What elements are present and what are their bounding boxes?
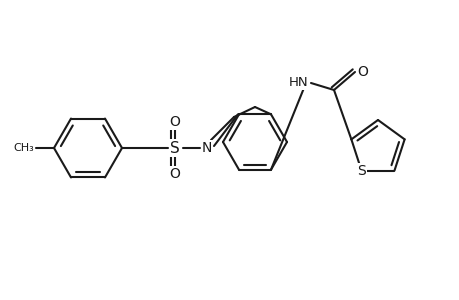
Text: O: O <box>169 115 180 129</box>
Text: HN: HN <box>289 76 308 88</box>
Text: S: S <box>356 164 365 178</box>
Text: CH₃: CH₃ <box>13 143 34 153</box>
Text: O: O <box>357 65 368 79</box>
Text: N: N <box>202 141 212 155</box>
Text: S: S <box>170 140 179 155</box>
Text: O: O <box>169 167 180 181</box>
